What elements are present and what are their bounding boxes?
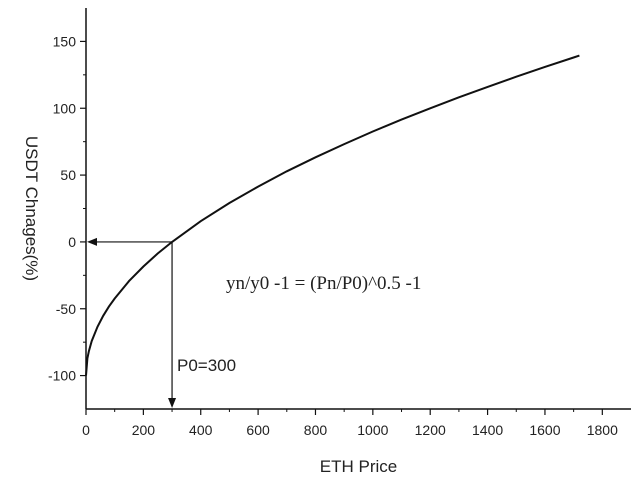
arrowhead-down <box>168 398 177 408</box>
x-tick-label: 0 <box>82 422 90 438</box>
x-tick-label: 600 <box>246 422 270 438</box>
x-tick-label: 800 <box>304 422 328 438</box>
x-ticks: 0 200 400 600 800 1000 1200 1400 1600 1800 <box>82 409 618 438</box>
p0-arrows <box>87 237 177 408</box>
x-tick-label: 400 <box>189 422 213 438</box>
axes <box>85 8 631 410</box>
p0-annotation: P0=300 <box>177 356 236 375</box>
x-tick-label: 1200 <box>415 422 446 438</box>
x-tick-label: 1000 <box>357 422 388 438</box>
x-tick-label: 1400 <box>472 422 503 438</box>
y-tick-label: 0 <box>68 234 76 250</box>
data-line <box>85 54 580 376</box>
y-tick-label: -50 <box>56 301 76 317</box>
x-tick-label: 200 <box>132 422 156 438</box>
y-axis-label: USDT Chnages(%) <box>22 136 41 281</box>
y-tick-label: -100 <box>48 368 76 384</box>
x-tick-label: 1800 <box>587 422 618 438</box>
x-tick-label: 1600 <box>529 422 560 438</box>
y-tick-label: 50 <box>60 167 76 183</box>
arrowhead-left <box>87 237 97 246</box>
y-tick-label: 100 <box>53 100 77 116</box>
x-axis-label: ETH Price <box>320 457 397 476</box>
y-ticks: -100 -50 0 50 100 150 <box>48 33 86 384</box>
formula-annotation: yn/y0 -1 = (Pn/P0)^0.5 -1 <box>226 273 421 294</box>
y-tick-label: 150 <box>53 33 77 49</box>
